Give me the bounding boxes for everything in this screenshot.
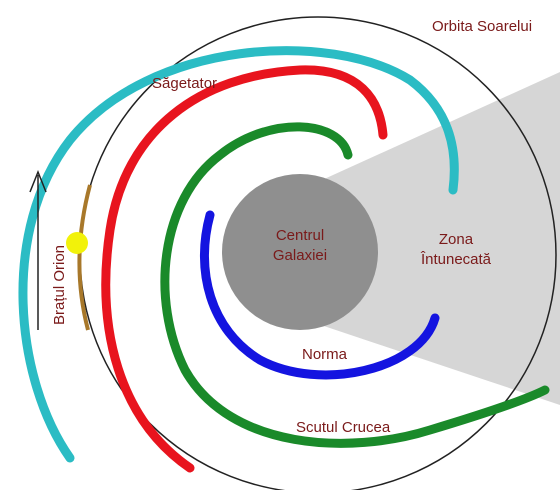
dark-zone-label: Zona [439,231,474,248]
galactic-center [222,174,378,330]
center-label: Galaxiei [273,247,327,264]
orbit-label: Orbita Soarelui [432,18,532,35]
sagittarius-arm [101,65,388,473]
dark-zone-wedge [300,72,560,405]
dark-zone-label: Întunecată [420,251,492,268]
sagittarius-label: Săgetator [152,75,217,92]
scutum-arm [160,122,550,448]
orion-label: Brațul Orion [51,245,68,325]
orion-arm [77,184,92,331]
arrow-head [29,169,47,193]
center-label: Centrul [276,227,324,244]
norma-label: Norma [302,346,348,363]
cyan-arm [18,46,459,463]
norma-arm [200,210,440,380]
sun [66,232,88,254]
scutum-label: Scutul Crucea [296,419,391,436]
